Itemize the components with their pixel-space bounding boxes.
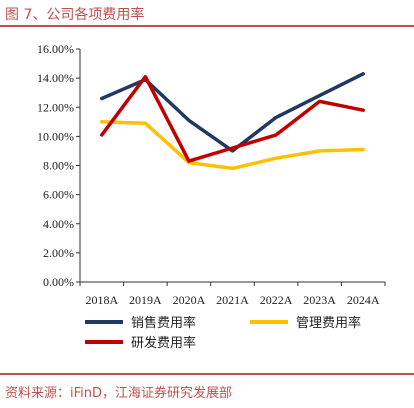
y-tick-label: 12.00%	[37, 100, 74, 114]
y-axis: 0.00% 2.00% 4.00% 6.00% 8.00% 10.00% 12.00% 14.…	[37, 42, 81, 289]
x-axis: 2018A 2019A 2020A 2021A 2022A 2023A 2024A	[79, 281, 386, 307]
y-tick-label: 10.00%	[37, 129, 74, 143]
x-tick-label: 2024A	[347, 293, 380, 307]
x-tick-label: 2022A	[260, 293, 293, 307]
y-tick-label: 8.00%	[43, 159, 74, 173]
series-lines	[100, 72, 365, 171]
legend-label-1: 管理费用率	[296, 315, 361, 331]
y-tick-label: 2.00%	[43, 246, 74, 260]
legend-label-0: 销售费用率	[131, 315, 196, 331]
legend-label-2: 研发费用率	[131, 335, 196, 351]
y-tick-label: 4.00%	[43, 217, 74, 231]
x-tick-label: 2023A	[303, 293, 336, 307]
line-chart: 0.00% 2.00% 4.00% 6.00% 8.00% 10.00% 12.00% 14.…	[37, 42, 386, 351]
y-tick-label: 0.00%	[43, 275, 74, 289]
x-tick-label: 2019A	[129, 293, 162, 307]
y-tick-label: 6.00%	[43, 188, 74, 202]
y-tick-label: 14.00%	[37, 71, 74, 85]
x-tick-label: 2021A	[216, 293, 249, 307]
bottom-rule	[0, 373, 414, 375]
source-note: 资料来源：iFinD，江海证券研究发展部	[5, 386, 233, 401]
figure-title: 图 7、公司各项费用率	[5, 7, 145, 23]
x-tick-label: 2018A	[85, 293, 118, 307]
series-line-2	[100, 74, 365, 163]
top-rule	[0, 25, 414, 27]
y-tick-label: 16.00%	[37, 42, 74, 56]
x-tick-label: 2020A	[173, 293, 206, 307]
series-line-1	[100, 120, 365, 171]
